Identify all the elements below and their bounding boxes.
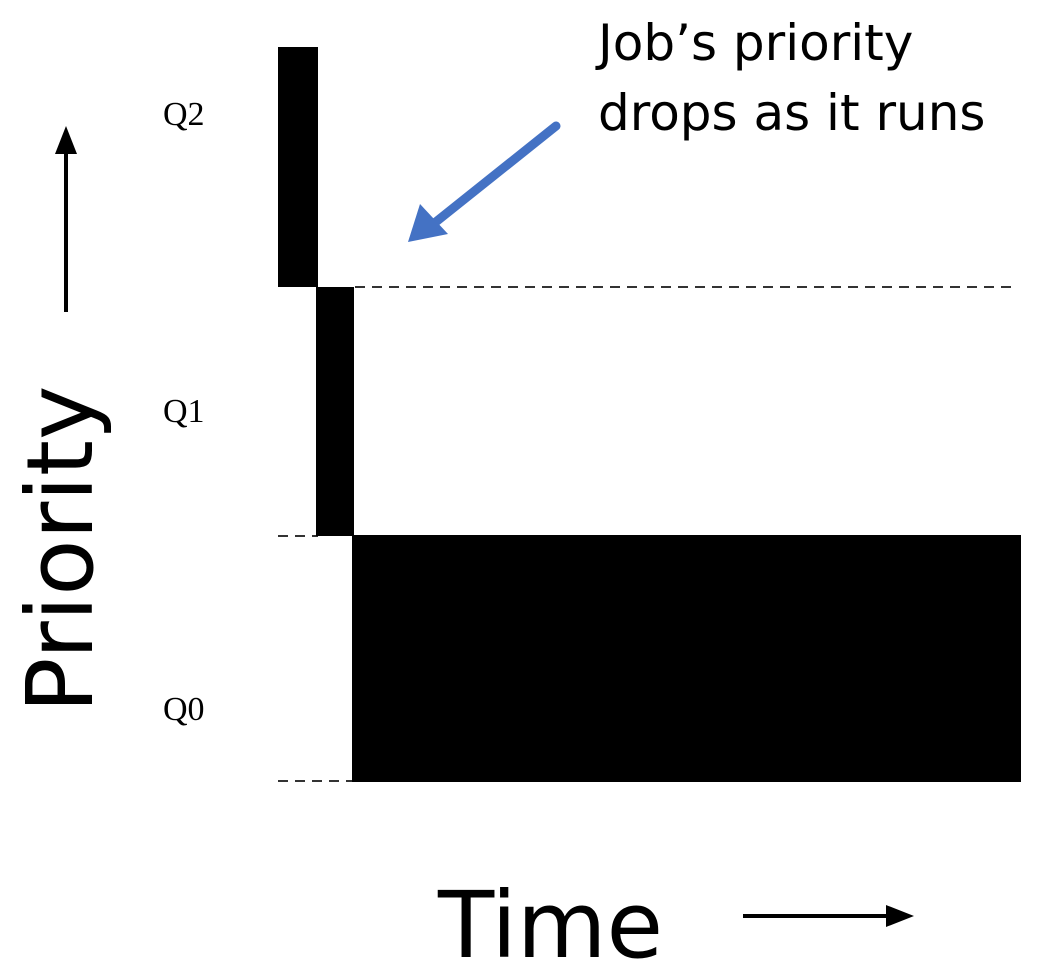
queue-label-q0: Q0: [163, 691, 205, 728]
y-axis-title: Priority: [7, 386, 114, 713]
q0-run-bar: [352, 535, 1021, 782]
x-axis-title: Time: [437, 872, 663, 965]
callout-text-line2: drops as it runs: [598, 84, 985, 142]
callout-text-line1: Job’s priority: [595, 14, 913, 72]
q1-run-bar: [316, 287, 354, 536]
y-axis-arrow-icon: [55, 126, 77, 312]
x-axis-arrow-icon: [743, 905, 914, 927]
queue-label-q2: Q2: [163, 96, 205, 133]
queue-label-q1: Q1: [163, 393, 205, 430]
callout-arrow-icon: [408, 121, 561, 242]
q2-run-bar: [278, 47, 318, 287]
